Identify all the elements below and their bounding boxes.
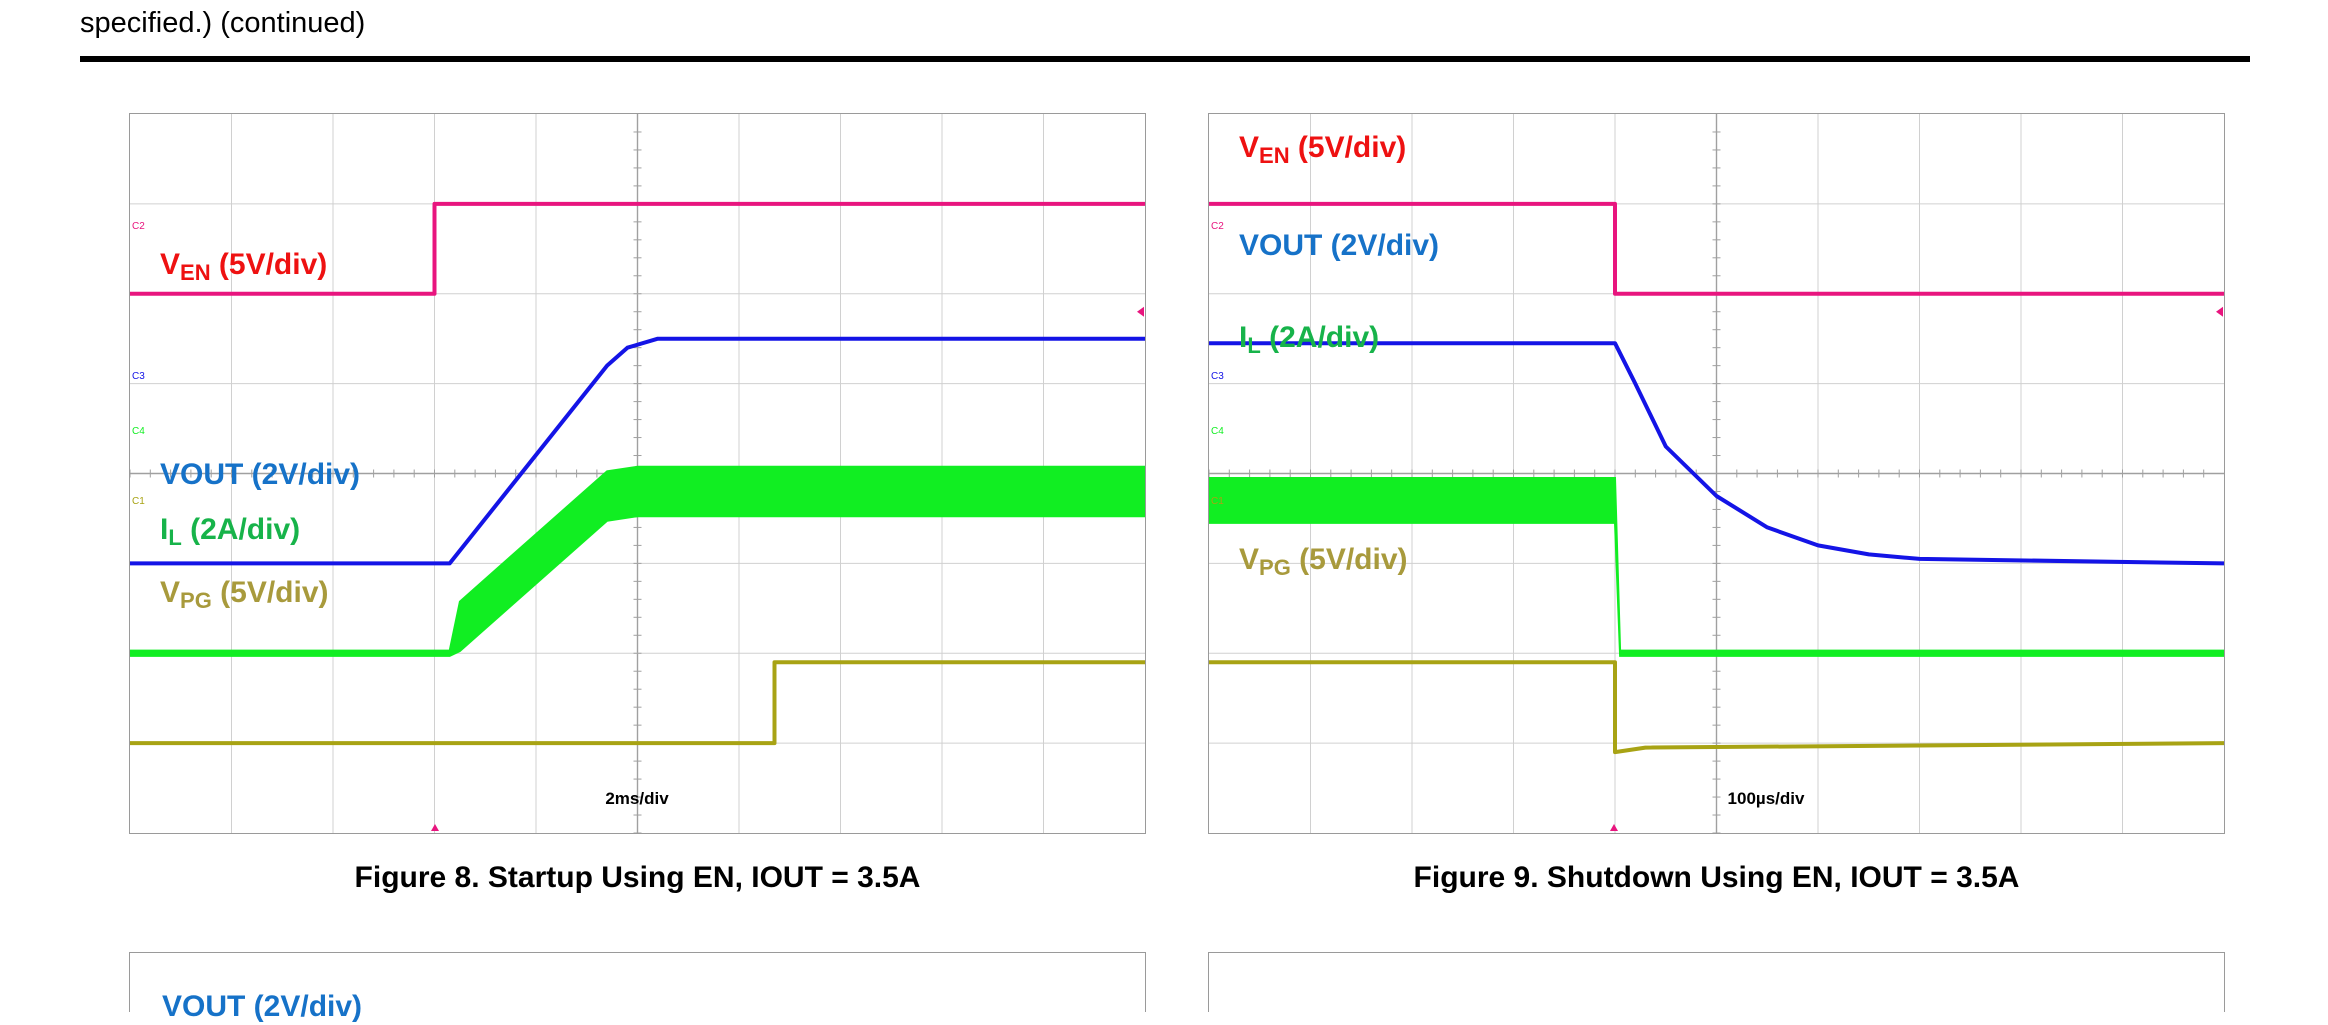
scope-figure-9: VEN (5V/div) C2 VOUT (2V/div) C3 IL (2A/div)… (1208, 113, 2225, 834)
grid (1209, 114, 2224, 833)
traces (130, 201, 1145, 746)
trace-vpg (1209, 660, 2224, 755)
scope-next-left: VOUT (2V/div) (129, 952, 1146, 1023)
channel-tag-c4: C4 (132, 426, 145, 437)
trigger-position-marker (431, 824, 439, 831)
trace-label-vout: VOUT (2V/div) (160, 458, 360, 491)
trace-vpg (130, 660, 1145, 746)
trigger-position-marker (1610, 824, 1618, 831)
trace-label-vpg: VPG (5V/div) (160, 576, 329, 613)
trace-vout (1209, 341, 2224, 566)
trace-labels: VEN (5V/div) C2 VOUT (2V/div) C3 IL (2A/div)… (1211, 131, 1439, 580)
channel-tag-c3: C3 (132, 371, 145, 382)
figure-8-caption: Figure 8. Startup Using EN, IOUT = 3.5A (354, 861, 921, 894)
trace-label-vpg: VPG (5V/div) (1239, 543, 1408, 580)
channel-tag-c1: C1 (1211, 496, 1224, 507)
trigger-level-marker (1137, 306, 1144, 317)
header-rule (80, 56, 2250, 62)
traces (1209, 201, 2224, 755)
markers (431, 306, 1144, 831)
trigger-level-marker (2216, 306, 2223, 317)
trace-label-ven: VEN (5V/div) (1239, 131, 1406, 168)
time-per-div-label: 100µs/div (1728, 789, 1805, 808)
trace-label-il: IL (2A/div) (1239, 321, 1379, 358)
trace-ven (1209, 201, 2224, 296)
channel-tag-c4: C4 (1211, 426, 1224, 437)
trace-vout (130, 336, 1145, 566)
channel-tag-c2: C2 (1211, 221, 1224, 232)
trace-il (1209, 477, 2224, 657)
markers (1610, 306, 2223, 831)
time-per-div-label: 2ms/div (605, 789, 669, 808)
trace-ven (130, 201, 1145, 296)
next-left-plot: VOUT (2V/div) (162, 990, 362, 1023)
trace-label-ven: VEN (5V/div) (160, 248, 327, 285)
continued-header: specified.) (continued) (80, 7, 366, 39)
trace-label-il: IL (2A/div) (160, 513, 300, 550)
trace-il (130, 465, 1145, 657)
channel-tag-c2: C2 (132, 221, 145, 232)
trace-label-next-vout: VOUT (2V/div) (162, 990, 362, 1023)
scope-figure-8: VEN (5V/div) C2 VOUT (2V/div) C3 IL (2A/div)… (129, 113, 1146, 834)
trace-label-vout: VOUT (2V/div) (1239, 229, 1439, 262)
scope-plot-figure-8: VEN (5V/div) C2 VOUT (2V/div) C3 IL (2A/div)… (130, 114, 1145, 833)
trace-labels: VEN (5V/div) C2 VOUT (2V/div) C3 IL (2A/div)… (132, 221, 360, 613)
channel-tag-c1: C1 (132, 496, 145, 507)
channel-tag-c3: C3 (1211, 371, 1224, 382)
figure-9-caption: Figure 9. Shutdown Using EN, IOUT = 3.5A (1413, 861, 2020, 894)
scope-next-right (1208, 952, 2225, 1012)
scope-plot-figure-9: VEN (5V/div) C2 VOUT (2V/div) C3 IL (2A/div)… (1209, 114, 2224, 833)
